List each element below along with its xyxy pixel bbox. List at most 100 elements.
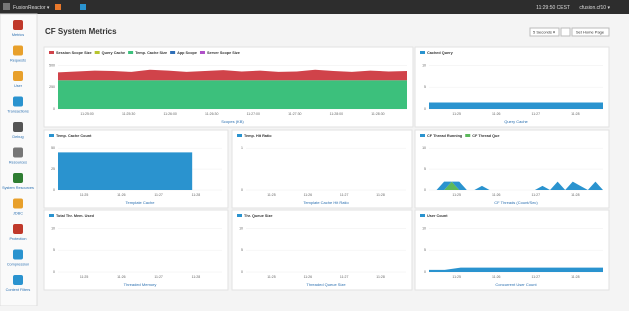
clock: 11:29:50 CEST <box>536 5 570 11</box>
legend-swatch <box>94 51 100 54</box>
home-button[interactable] <box>571 27 610 37</box>
x-tick-label: 11:27 <box>532 112 541 116</box>
y-tick-label: 0 <box>424 107 426 111</box>
nav-label[interactable]: Requests <box>10 59 26 63</box>
y-tick-label: 500 <box>49 63 55 67</box>
legend-label: User Count <box>427 214 448 218</box>
area <box>58 152 193 190</box>
x-tick-label: 11:27 <box>532 275 541 279</box>
area <box>429 267 603 272</box>
x-tick-label: 11:25 <box>267 275 276 279</box>
legend-label: Query Cache <box>102 51 125 55</box>
nav-icon[interactable] <box>13 249 23 260</box>
x-tick-label: 11:28 <box>571 112 580 116</box>
legend-label: CF Thread Running <box>427 134 463 138</box>
legend-label: Temp. Cache Size <box>135 51 167 55</box>
nav-icon[interactable] <box>13 198 23 209</box>
nav-label[interactable]: System Resources <box>2 186 34 190</box>
legend-swatch <box>420 51 425 54</box>
legend-swatch <box>237 214 242 217</box>
x-axis-label[interactable]: Threaded Queue Size <box>306 282 346 287</box>
y-tick-label: 10 <box>51 226 55 230</box>
top-bar <box>0 0 629 14</box>
x-tick-label: 11:26 <box>117 193 126 197</box>
legend-swatch <box>49 134 54 137</box>
x-tick-label: 11:27:30 <box>288 112 301 116</box>
interval-button[interactable] <box>529 27 560 37</box>
x-axis-label[interactable]: Query Cache <box>504 119 528 124</box>
y-tick-label: 0 <box>241 188 243 192</box>
x-tick-label: 11:28 <box>571 193 580 197</box>
nav-icon[interactable] <box>13 275 23 285</box>
nav-label[interactable]: Compression <box>7 263 29 267</box>
legend-label: Temp. Cache Count <box>56 134 92 138</box>
x-tick-label: 11:25 <box>452 112 461 116</box>
x-tick-label: 11:25:30 <box>122 112 135 116</box>
nav-label[interactable]: User <box>14 84 23 88</box>
nav-icon[interactable] <box>13 45 23 56</box>
y-tick-label: 0 <box>241 270 243 274</box>
y-tick-label: 0 <box>53 270 55 274</box>
legend-swatch <box>420 214 425 217</box>
y-tick-label: 50 <box>51 146 55 150</box>
y-tick-label: 5 <box>424 85 426 89</box>
x-tick-label: 11:27 <box>532 193 541 197</box>
x-tick-label: 11:26 <box>492 275 501 279</box>
logo <box>3 3 10 10</box>
home[interactable]: Set Home Page <box>576 30 605 35</box>
y-tick-label: 250 <box>49 85 55 89</box>
x-tick-label: 11:26 <box>492 193 501 197</box>
x-tick-label: 11:26 <box>304 193 313 197</box>
legend-swatch <box>128 51 134 54</box>
x-axis-label[interactable]: CF Threads (Count/Sec) <box>494 200 538 205</box>
y-tick-label: 10 <box>422 226 426 230</box>
area <box>429 181 603 190</box>
area <box>58 69 407 81</box>
instance[interactable]: cfusion.cf10 ▾ <box>579 5 610 11</box>
x-axis-label[interactable]: Template Cache Hit Ratio <box>303 200 349 205</box>
y-tick-label: 5 <box>424 248 426 252</box>
nav-label[interactable]: Resources <box>9 161 27 165</box>
nav-icon[interactable] <box>13 20 23 30</box>
interval[interactable]: 5 Seconds ▾ <box>533 30 555 35</box>
nav-label[interactable]: JDBC <box>13 212 23 216</box>
brand[interactable]: FusionReactor ▾ <box>13 5 50 11</box>
x-tick-label: 11:25:00 <box>80 112 93 116</box>
refresh-button[interactable] <box>560 27 571 37</box>
nav-label[interactable]: Metrics <box>12 33 24 37</box>
legend-label: Cached Query <box>427 51 454 55</box>
x-tick-label: 11:28:30 <box>371 112 384 116</box>
icon[interactable] <box>55 4 61 10</box>
nav-icon[interactable] <box>13 71 23 81</box>
nav-label[interactable]: Transactions <box>7 110 29 114</box>
x-axis-label[interactable]: Threaded Memory <box>124 282 157 287</box>
nav-icon[interactable] <box>13 173 23 183</box>
x-tick-label: 11:25 <box>452 193 461 197</box>
legend-label: Temp. Hit Ratio <box>244 134 272 138</box>
nav-label[interactable]: Protection <box>9 237 26 241</box>
legend-swatch <box>199 51 205 54</box>
legend-label: Thr. Queue Size <box>244 214 272 218</box>
nav-icon[interactable] <box>13 147 23 158</box>
nav-icon[interactable] <box>13 96 23 107</box>
nav-label[interactable]: Debug <box>12 135 23 139</box>
x-tick-label: 11:26:00 <box>163 112 176 116</box>
x-tick-label: 11:25 <box>80 275 89 279</box>
icon[interactable] <box>80 4 86 10</box>
legend-label: CF Thread Que <box>472 134 499 138</box>
y-tick-label: 10 <box>422 63 426 67</box>
x-axis-label[interactable]: Scopes (KB) <box>221 119 244 124</box>
x-axis-label[interactable]: Concurrent User Count <box>495 282 537 287</box>
legend-label: Total Thr. Mem. Used <box>56 214 95 218</box>
x-tick-label: 11:26 <box>492 112 501 116</box>
nav-label[interactable]: Content Filters <box>6 288 31 292</box>
page-title: CF System Metrics <box>45 27 117 36</box>
nav-icon[interactable] <box>13 224 23 234</box>
x-axis-label[interactable]: Template Cache <box>126 200 156 205</box>
nav-icon[interactable] <box>13 122 23 132</box>
legend-swatch <box>237 134 242 137</box>
x-tick-label: 11:25 <box>80 193 89 197</box>
x-tick-label: 11:25 <box>267 193 276 197</box>
x-tick-label: 11:26 <box>304 275 313 279</box>
y-tick-label: 10 <box>239 226 243 230</box>
